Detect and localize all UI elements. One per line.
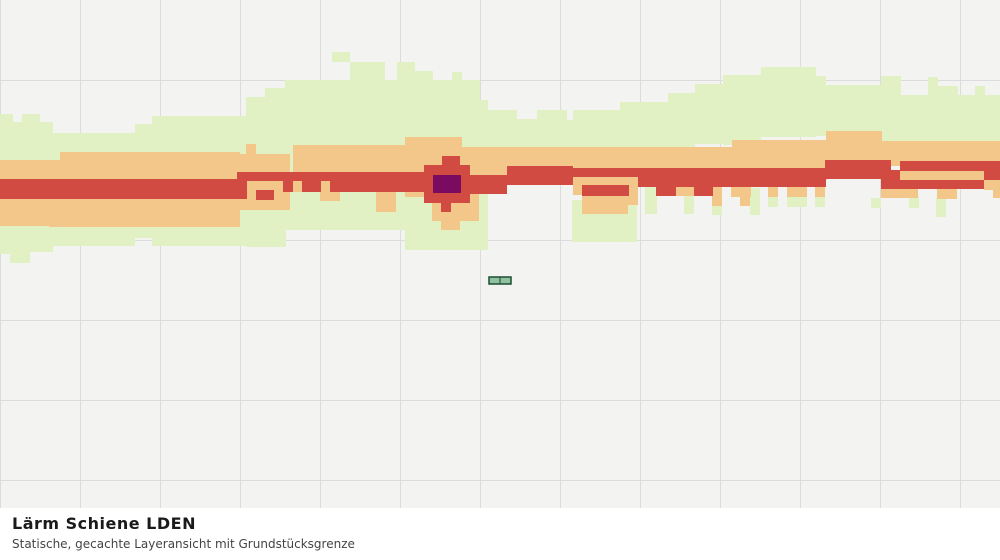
layer-title: Lärm Schiene LDEN xyxy=(12,514,196,533)
layer-subtitle: Statische, gecachte Layeransicht mit Gru… xyxy=(12,537,355,551)
parcel-boundary[interactable] xyxy=(488,276,512,285)
map-view[interactable] xyxy=(0,0,1000,508)
noise-zone-high xyxy=(0,156,1000,212)
legend-caption: Lärm Schiene LDEN Statische, gecachte La… xyxy=(0,508,1000,560)
noise-zone-very-high xyxy=(433,175,461,193)
map-background xyxy=(0,0,1000,508)
